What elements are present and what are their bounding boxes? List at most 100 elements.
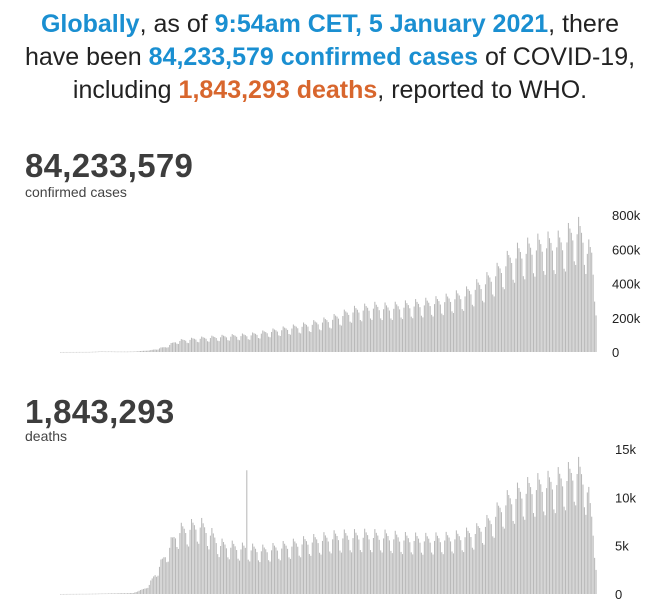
bar [377, 535, 379, 594]
bar [425, 532, 427, 594]
bar [186, 544, 188, 594]
bar [356, 309, 358, 352]
bar [308, 554, 310, 594]
bar [540, 244, 542, 352]
bar [287, 548, 289, 594]
bar [100, 351, 102, 352]
bar [537, 473, 539, 594]
bar [305, 324, 307, 352]
bar [403, 307, 405, 352]
bar [444, 302, 446, 352]
bar [241, 542, 243, 594]
bar [173, 342, 175, 352]
bar [355, 532, 357, 594]
bar [397, 306, 399, 352]
bar [183, 340, 185, 352]
bar [192, 338, 194, 352]
bar [166, 347, 168, 352]
bar [83, 351, 85, 353]
bar [356, 535, 358, 594]
bar [333, 530, 335, 594]
bar [415, 299, 417, 352]
bar [176, 343, 178, 352]
bar [524, 519, 526, 594]
bar [452, 553, 454, 594]
bar [336, 316, 338, 352]
bar [321, 540, 323, 594]
bar [221, 538, 223, 594]
bar [128, 593, 130, 594]
bar [534, 276, 536, 352]
bar [339, 324, 341, 352]
bar [413, 540, 415, 594]
bar [385, 533, 388, 594]
bar [483, 544, 485, 594]
bar [109, 351, 111, 353]
bar [509, 257, 511, 352]
bar [94, 351, 96, 353]
bar [327, 322, 329, 352]
bar [525, 493, 527, 594]
bar [448, 537, 450, 594]
headline-text: , as of [139, 10, 215, 38]
bar [276, 550, 278, 594]
y-tick-label: 0 [612, 345, 619, 360]
bar [109, 593, 111, 594]
bar [301, 544, 303, 594]
bar [470, 537, 472, 594]
bar [479, 527, 481, 594]
bar [169, 344, 171, 352]
bar [441, 313, 443, 352]
bar [575, 505, 577, 594]
bar [182, 339, 184, 352]
bar [573, 501, 575, 594]
bar [514, 523, 516, 594]
bar [193, 338, 195, 352]
bar [508, 495, 510, 594]
bar [326, 537, 328, 594]
bar [61, 352, 63, 353]
bar [138, 590, 140, 594]
bar [160, 347, 162, 352]
bar [272, 328, 274, 352]
bar [317, 543, 319, 594]
bar [256, 334, 258, 352]
bar [447, 296, 449, 352]
headline-line-2: have been 84,233,579 confirmed cases of … [0, 41, 660, 74]
bar [81, 593, 83, 595]
bar [268, 336, 270, 352]
bar [247, 559, 249, 594]
bar [131, 593, 133, 594]
bar [374, 301, 376, 352]
bar [108, 593, 110, 594]
bar [483, 302, 485, 352]
bar [537, 233, 539, 352]
bar [461, 550, 463, 594]
bar [530, 247, 532, 352]
bar [375, 532, 377, 594]
bar [567, 462, 569, 594]
bar [512, 279, 514, 352]
bar [585, 273, 587, 352]
bar [345, 533, 347, 594]
bar [582, 242, 584, 352]
bar [400, 317, 402, 352]
bar [515, 258, 517, 352]
bar [239, 340, 241, 352]
bar [253, 546, 255, 594]
bar [435, 296, 437, 352]
bar [346, 312, 348, 352]
bar [310, 332, 312, 352]
bar [297, 328, 299, 352]
bar [394, 530, 396, 594]
bar [457, 293, 459, 352]
bar [217, 554, 219, 594]
bar [105, 351, 107, 353]
bar [201, 517, 203, 594]
bar [585, 514, 587, 594]
bar [438, 301, 440, 352]
bar [281, 330, 283, 352]
bar [550, 242, 552, 352]
bar [145, 588, 147, 594]
bar [144, 350, 146, 352]
